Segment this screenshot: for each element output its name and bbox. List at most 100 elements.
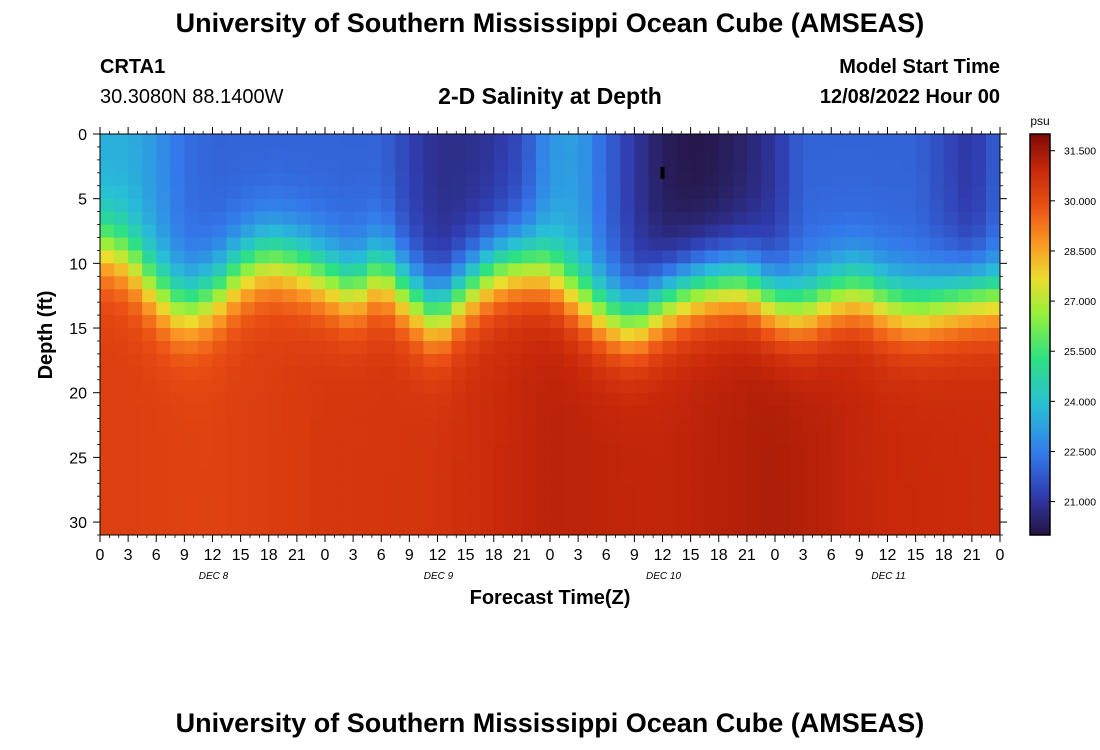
x-tick-label: 15 [457,547,475,564]
heatmap-cell [901,159,917,174]
heatmap-cell [465,457,481,471]
heatmap-cell [156,263,171,277]
heatmap-cell [985,289,1000,303]
heatmap-cell [578,418,593,433]
heatmap-cell [226,379,242,394]
heatmap-cell [423,237,439,252]
heatmap-cell [325,185,340,200]
heatmap-cell [100,457,115,471]
heatmap-cell [957,522,973,535]
heatmap-cell [929,431,945,446]
heatmap-cell [198,431,214,446]
heatmap-cell [732,185,748,200]
heatmap-cell [550,392,565,407]
heatmap-cell [268,366,284,381]
heatmap-cell [282,431,298,446]
heatmap-cell [493,353,509,368]
colorbar-unit: psu [1030,114,1049,128]
heatmap-cell [550,366,565,381]
heatmap-cell [240,522,256,535]
heatmap-cell [170,496,185,510]
heatmap-cell [620,276,635,290]
heatmap-cell [240,496,256,510]
heatmap-cell [690,392,706,407]
heatmap-cell [128,509,143,523]
heatmap-cell [606,302,621,316]
heatmap-cell [100,237,115,252]
heatmap-cell [339,185,354,200]
y-axis-label: Depth (ft) [35,291,57,380]
heatmap-cell [240,379,256,394]
heatmap-cell [985,237,1000,252]
heatmap-cell [381,224,396,239]
heatmap-cell [437,211,453,226]
heatmap-cell [170,470,185,484]
heatmap-cell [690,224,706,239]
heatmap-cell [198,328,214,342]
heatmap-cell [507,431,523,446]
heatmap-cell [521,289,537,303]
heatmap-cell [985,134,1000,148]
heatmap-cell [128,276,143,290]
heatmap-cell [929,198,945,213]
heatmap-cell [142,509,157,523]
heatmap-cell [198,509,214,523]
heatmap-cell [156,353,171,368]
heatmap-cell [817,159,832,174]
heatmap-cell [100,198,115,213]
heatmap-cell [367,276,382,290]
heatmap-cell [142,146,157,161]
heatmap-cell [564,250,579,264]
heatmap-cell [381,470,396,484]
heatmap-cell [437,522,453,535]
heatmap-cell [226,237,242,252]
heatmap-cell [479,134,495,148]
heatmap-cell [437,289,453,303]
heatmap-cell [296,134,312,148]
heatmap-cell [254,224,270,239]
heatmap-cell [451,134,467,148]
heatmap-cell [521,146,537,161]
heatmap-cell [268,496,284,510]
heatmap-cell [479,263,495,277]
heatmap-cell [507,457,523,471]
heatmap-cell [803,185,818,200]
heatmap-cell [100,263,115,277]
heatmap-cell [564,496,579,510]
heatmap-cell [662,198,678,213]
heatmap-cell [451,340,467,355]
heatmap-cell [128,366,143,381]
heatmap-cell [479,353,495,368]
heatmap-cell [662,276,678,290]
heatmap-cell [943,276,959,290]
heatmap-cell [887,431,903,446]
heatmap-cell [690,431,706,446]
heatmap-cell [156,470,171,484]
heatmap-cell [676,276,692,290]
heatmap-cell [198,263,214,277]
heatmap-cell [296,159,312,174]
heatmap-cell [465,392,481,407]
heatmap-cell [156,159,171,174]
heatmap-cell [550,159,565,174]
heatmap-cell [268,224,284,239]
heatmap-cell [845,198,860,213]
heatmap-cell [128,315,143,329]
heatmap-cell [718,198,734,213]
heatmap-cell [282,276,298,290]
heatmap-cell [268,509,284,523]
heatmap-cell [367,134,382,148]
heatmap-cell [957,302,973,316]
heatmap-cell [296,392,312,407]
heatmap-cell [114,340,129,355]
heatmap-cell [507,353,523,368]
heatmap-cell [268,522,284,535]
heatmap-cell [465,496,481,510]
heatmap-cell [423,470,439,484]
heatmap-cell [282,328,298,342]
heatmap-cell [226,405,242,420]
heatmap-cell [704,237,720,252]
heatmap-cell [325,263,340,277]
heatmap-cell [957,134,973,148]
heatmap-cell [465,134,481,148]
